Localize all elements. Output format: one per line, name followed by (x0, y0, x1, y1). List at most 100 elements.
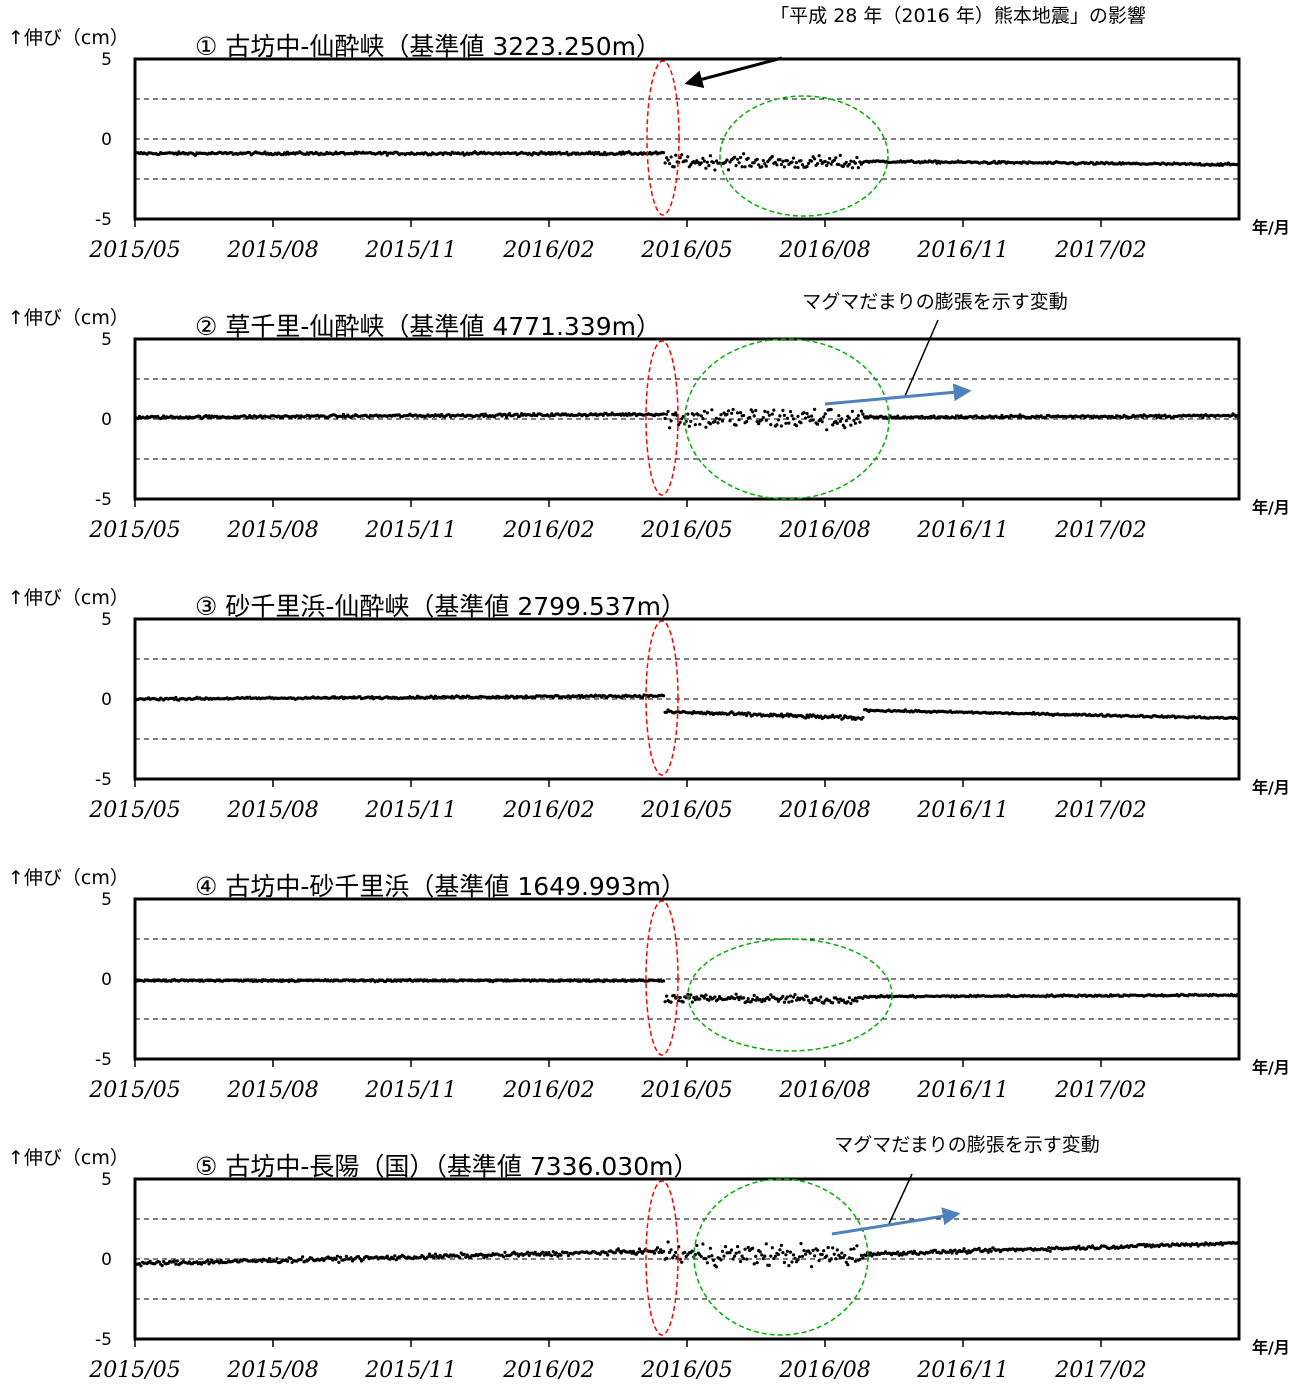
x-tick-label: 2016/08 (778, 518, 870, 543)
data-point (810, 1001, 813, 1004)
data-point (795, 161, 798, 164)
data-point (733, 997, 736, 1000)
data-point (789, 994, 792, 997)
y-tick-label: -5 (95, 210, 112, 230)
data-point (777, 418, 780, 421)
data-point (701, 1242, 704, 1245)
data-point (836, 998, 839, 1001)
data-point (700, 414, 703, 417)
data-point (665, 1257, 668, 1260)
data-point (713, 995, 716, 998)
x-unit-label: 年/月 (1252, 498, 1290, 517)
data-point (301, 1255, 304, 1258)
data-point (384, 151, 387, 154)
data-point (733, 1255, 736, 1258)
data-point (765, 1242, 768, 1245)
data-point (703, 160, 706, 163)
data-point (426, 1255, 429, 1258)
x-tick-label: 2015/11 (364, 1358, 456, 1383)
data-point (736, 158, 739, 161)
data-point (670, 1248, 673, 1251)
data-point (700, 161, 703, 164)
data-point (679, 996, 682, 999)
data-point (809, 1252, 812, 1255)
data-point (721, 1250, 724, 1253)
data-point (698, 997, 701, 1000)
data-point (700, 1255, 703, 1258)
data-point (828, 157, 831, 160)
data-point (756, 158, 759, 161)
data-point (337, 1261, 340, 1264)
data-point (858, 421, 861, 424)
data-point (852, 419, 855, 422)
data-point (1046, 1249, 1049, 1252)
earthquake-marker-ellipse (646, 621, 678, 775)
y-tick-label: 5 (101, 890, 112, 910)
data-point (858, 1258, 861, 1261)
data-point (839, 714, 842, 717)
y-axis-label: ↑伸び（cm） (8, 27, 129, 49)
annotation-text: マグマだまりの膨張を示す変動 (802, 291, 1068, 313)
data-point (275, 1257, 278, 1260)
x-tick-label: 2015/08 (226, 1078, 318, 1103)
data-point (679, 1258, 682, 1261)
data-point (606, 1253, 609, 1256)
data-point (667, 159, 670, 162)
data-point (747, 157, 750, 160)
earthquake-marker-ellipse (646, 901, 678, 1055)
data-point (845, 161, 848, 164)
data-point (861, 716, 864, 719)
data-point (750, 165, 753, 168)
data-point (667, 410, 670, 413)
data-point (771, 1246, 774, 1249)
data-point (565, 1251, 568, 1254)
data-point (813, 408, 816, 411)
data-point (819, 996, 822, 999)
data-point (804, 716, 807, 719)
data-point (819, 417, 822, 420)
x-tick-label: 2016/08 (778, 1358, 870, 1383)
y-tick-label: 5 (101, 50, 112, 70)
data-point (300, 1258, 303, 1261)
data-point (526, 1251, 529, 1254)
x-tick-label: 2016/02 (502, 518, 594, 543)
data-point (392, 1257, 395, 1260)
data-points (133, 150, 1240, 172)
data-point (818, 154, 821, 157)
data-point (662, 412, 665, 415)
x-tick-label: 2015/08 (226, 1358, 318, 1383)
data-point (1047, 1246, 1050, 1249)
data-point (781, 995, 784, 998)
data-point (830, 163, 833, 166)
data-point (783, 1001, 786, 1004)
data-point (727, 409, 730, 412)
data-point (775, 423, 778, 426)
data-point (857, 166, 860, 169)
data-point (695, 1244, 698, 1247)
x-unit-label: 年/月 (1252, 778, 1290, 797)
x-tick-label: 2016/02 (502, 238, 594, 263)
data-point (266, 1260, 269, 1263)
data-point (682, 1000, 685, 1003)
data-point (831, 1001, 834, 1004)
data-point (386, 1255, 389, 1258)
data-point (664, 1000, 667, 1003)
data-point (787, 422, 790, 425)
data-point (783, 414, 786, 417)
data-point (670, 155, 673, 158)
data-point (812, 419, 815, 422)
data-point (706, 411, 709, 414)
data-point (846, 1263, 849, 1266)
data-point (738, 1251, 741, 1254)
x-tick-label: 2015/11 (364, 518, 456, 543)
data-point (463, 1253, 466, 1256)
data-point (732, 408, 735, 411)
data-point (706, 1261, 709, 1264)
data-point (393, 1254, 396, 1257)
data-point (680, 153, 683, 156)
data-point (783, 165, 786, 168)
data-point (769, 423, 772, 426)
leader-line (905, 320, 938, 396)
x-tick-label: 2016/05 (640, 518, 732, 543)
y-tick-label: -5 (95, 1330, 112, 1350)
